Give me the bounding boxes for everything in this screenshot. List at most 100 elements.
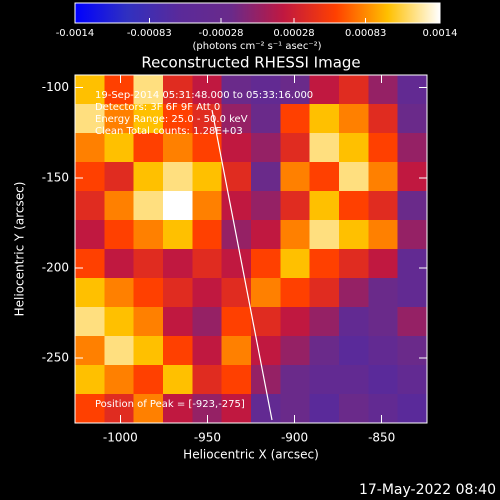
heatmap-cell [339, 133, 369, 163]
heatmap-cell [339, 307, 369, 337]
heatmap-cell [397, 75, 428, 105]
heatmap-cell [397, 249, 428, 279]
heatmap-cell [163, 133, 193, 163]
heatmap-cell [192, 191, 223, 221]
heatmap-cell [163, 365, 193, 395]
heatmap-cell [163, 249, 193, 279]
heatmap-cell [133, 191, 164, 221]
heatmap-cell [133, 278, 164, 308]
heatmap-cell [104, 336, 135, 366]
heatmap-cell [75, 191, 105, 221]
annotation: Clean Total counts: 1.28E+03 [95, 126, 243, 137]
heatmap-cell [280, 220, 311, 250]
heatmap-cell [192, 365, 223, 395]
heatmap-cell [280, 365, 311, 395]
colorbar-tick-label: 0.0014 [423, 28, 458, 39]
heatmap-cell [368, 278, 399, 308]
heatmap-cell [309, 162, 340, 192]
heatmap-cell [75, 278, 105, 308]
heatmap-cell [251, 133, 281, 163]
heatmap-cell [133, 249, 164, 279]
heatmap-cell [280, 336, 311, 366]
heatmap-cell [163, 104, 193, 134]
heatmap-cell [339, 162, 369, 192]
heatmap-cell [339, 336, 369, 366]
heatmap-cell [309, 278, 340, 308]
heatmap-cell [397, 336, 428, 366]
heatmap-cell [339, 191, 369, 221]
heatmap-cell [309, 249, 340, 279]
heatmap-cell [251, 249, 281, 279]
heatmap-cell [251, 162, 281, 192]
annotation: Detectors: 3F 6F 9F Att 0 [95, 102, 220, 113]
heatmap-cell [280, 249, 311, 279]
heatmap-cell [251, 394, 281, 424]
heatmap-cell [368, 104, 399, 134]
heatmap-cell [397, 220, 428, 250]
annotation: Energy Range: 25.0 - 50.0 keV [95, 114, 248, 125]
heatmap-cell [397, 191, 428, 221]
colorbar-tick-label: 0.00028 [273, 28, 314, 39]
heatmap-cell [163, 75, 193, 105]
heatmap-cell [251, 336, 281, 366]
heatmap-cell [163, 394, 193, 424]
plot-frame [74, 74, 428, 424]
heatmap-cell [280, 394, 311, 424]
y-tick-label: -150 [42, 170, 69, 184]
heatmap-cell [309, 75, 340, 105]
y-tick-label: -100 [42, 80, 69, 94]
heatmap-cell [368, 220, 399, 250]
colorbar-tick-label: -0.00083 [127, 28, 172, 39]
heatmap-cell [104, 75, 135, 105]
heatmap-cell [397, 162, 428, 192]
heatmap-cell [309, 220, 340, 250]
heatmap-cell [163, 336, 193, 366]
heatmap-cell [163, 162, 193, 192]
heatmap-cell [397, 365, 428, 395]
heatmap-cell [368, 394, 399, 424]
x-tick-label: -950 [194, 431, 221, 445]
heatmap-cell [280, 75, 311, 105]
heatmap-cell [397, 133, 428, 163]
colorbar-tick-label: -0.0014 [56, 28, 95, 39]
heatmap-cell [104, 307, 135, 337]
heatmap-cell [339, 75, 369, 105]
heatmap-cell [133, 133, 164, 163]
heatmap-cell [75, 220, 105, 250]
heatmap-cell [163, 220, 193, 250]
y-tick-label: -200 [42, 260, 69, 274]
heatmap-cell [104, 249, 135, 279]
heatmap-cell [339, 104, 369, 134]
colorbar-tick-label: -0.00028 [199, 28, 244, 39]
heatmap-cell [280, 307, 311, 337]
heatmap-cell [221, 278, 252, 308]
heatmap-cell [221, 249, 252, 279]
peak-label: Position of Peak = [-923,-275] [95, 399, 245, 410]
heatmap-cell [368, 307, 399, 337]
heatmap-cell [133, 336, 164, 366]
heatmap-cell [221, 104, 252, 134]
heatmap-cell [368, 365, 399, 395]
heatmap-cell [75, 133, 105, 163]
footer: 17-May-2022 08:40 [359, 482, 496, 498]
heatmap-cell [280, 104, 311, 134]
heatmap-cell [133, 307, 164, 337]
heatmap-cell [368, 191, 399, 221]
heatmap-cell [221, 191, 252, 221]
heatmap-cell [104, 104, 135, 134]
heatmap-cell [280, 162, 311, 192]
heatmap-cell [133, 104, 164, 134]
heatmap-cell [192, 307, 223, 337]
heatmap-cell [397, 394, 428, 424]
heatmap-cell [280, 191, 311, 221]
heatmap-cell [368, 336, 399, 366]
heatmap-cell [309, 307, 340, 337]
heatmap-cell [75, 162, 105, 192]
heatmap-cell [368, 75, 399, 105]
heatmap-cell [133, 220, 164, 250]
heatmap-cell [280, 133, 311, 163]
heatmap-cell [163, 191, 193, 221]
heatmap-cell [397, 307, 428, 337]
heatmap-cell [368, 133, 399, 163]
